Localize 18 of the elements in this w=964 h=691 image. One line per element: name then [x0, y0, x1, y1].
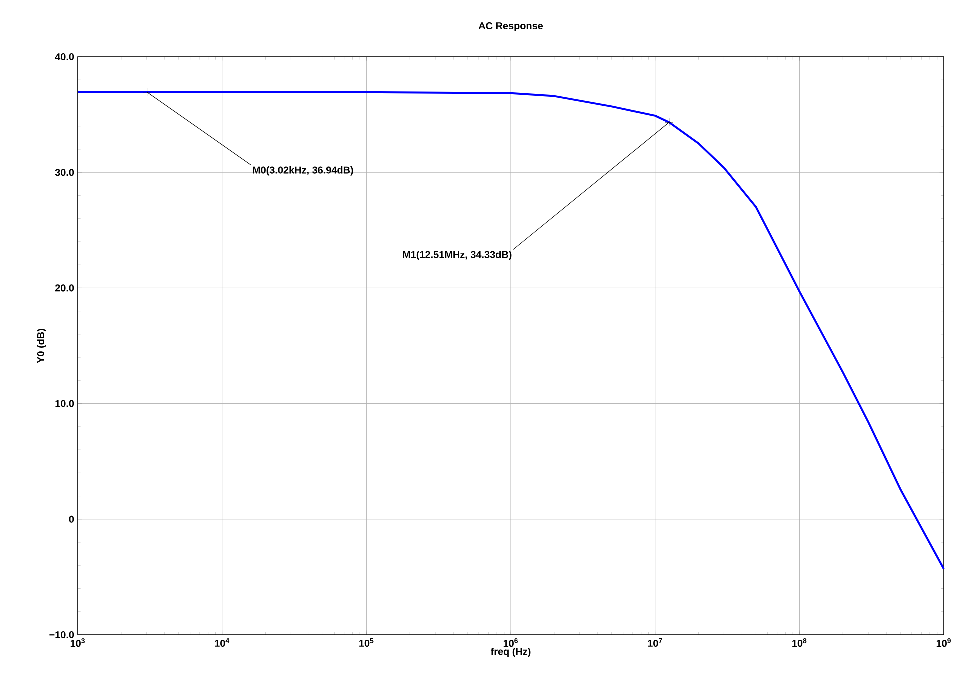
x-tick-label: 10$^{3}$ — [70, 638, 85, 648]
x-axis-title: freq (Hz) — [490, 648, 531, 658]
x-tick-label: 10$^{5}$ — [360, 638, 374, 648]
y-tick-label: −10.0 — [50, 631, 74, 639]
x-tick-label: 10$^{4}$ — [215, 638, 230, 648]
x-tick-label: 10$^{6}$ — [504, 638, 518, 648]
y-tick-label: 40.0 — [55, 53, 74, 61]
x-tick-label: 10$^{8}$ — [792, 638, 807, 648]
y-axis-title: Y0 (dB) — [37, 329, 46, 364]
x-tick-label: 10$^{7}$ — [648, 638, 662, 648]
x-tick-label: 10$^{9}$ — [936, 638, 951, 648]
annotation: M1(12.51MHz, 34.33dB) — [403, 251, 512, 260]
y-tick-label: 20.0 — [55, 284, 74, 292]
chart-title: AC Response — [478, 22, 544, 32]
y-tick-label: 0 — [69, 516, 74, 523]
y-tick-label: 10.0 — [56, 400, 74, 408]
annotation: M0(3.02kHz, 36.94dB) — [253, 166, 354, 176]
y-tick-label: 30.0 — [55, 169, 74, 176]
